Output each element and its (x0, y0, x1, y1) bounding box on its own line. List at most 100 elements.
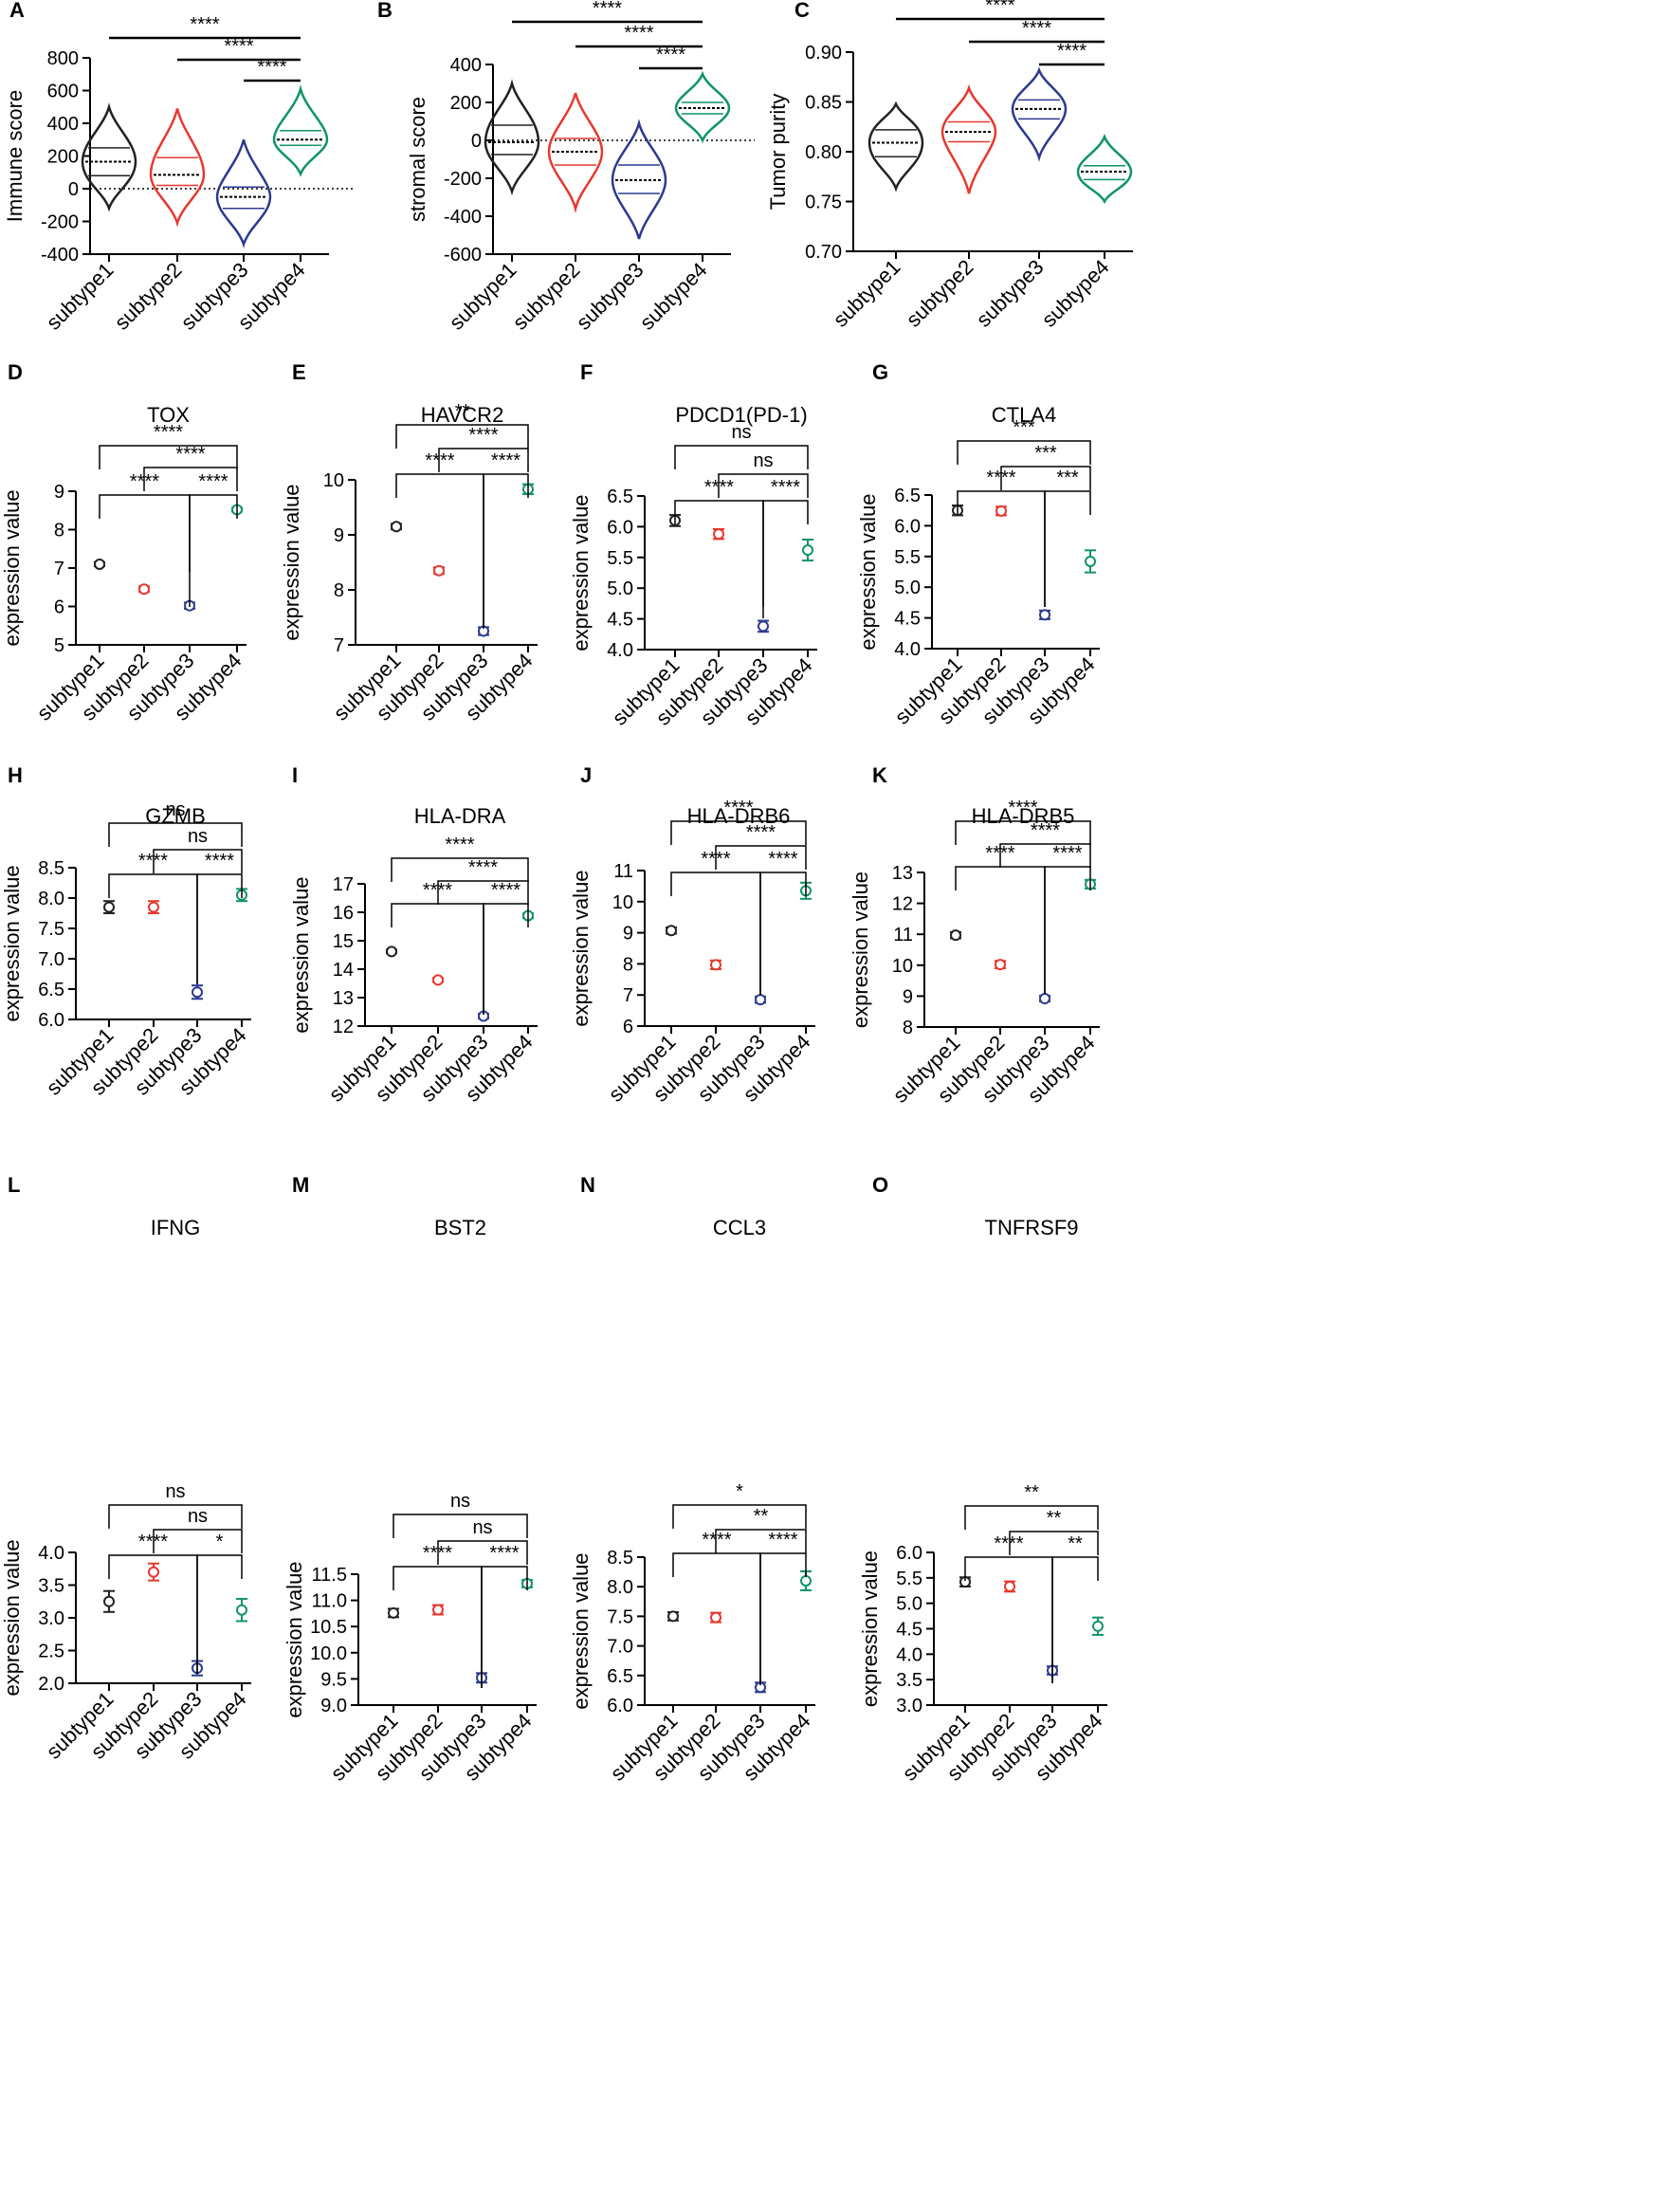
y-tick-label: 5.0 (607, 578, 633, 599)
chart-title: CCL3 (713, 1216, 766, 1239)
significance-label: **** (205, 851, 234, 872)
significance-bracket (189, 494, 238, 607)
y-tick-label: -400 (41, 245, 79, 266)
mean-point-subtype3 (755, 994, 766, 1006)
mean-point-subtype2 (713, 528, 724, 541)
significance-label: ** (1047, 1508, 1062, 1529)
y-tick-label: 17 (333, 874, 354, 895)
y-tick-label: 800 (47, 48, 79, 69)
violin-subtype3 (1011, 66, 1068, 162)
significance-label: ** (455, 401, 470, 422)
y-axis-label: expression value (569, 494, 593, 651)
y-tick-label: 6 (623, 1017, 633, 1037)
significance-label: **** (704, 477, 734, 498)
significance-bracket (759, 872, 807, 996)
y-tick-label: 0.80 (805, 142, 842, 163)
y-tick-label: 0 (68, 179, 79, 200)
y-axis-label: expression value (0, 865, 24, 1021)
y-tick-label: 5 (54, 635, 64, 656)
y-tick-label: -400 (444, 207, 482, 228)
y-tick-label: 8.5 (607, 1548, 633, 1569)
y-tick-label: 3.0 (896, 1696, 922, 1716)
y-tick-label: 11 (613, 861, 633, 882)
significance-bracket (1000, 466, 1091, 490)
y-tick-label: 0.85 (805, 93, 842, 114)
y-axis-label: expression value (0, 489, 24, 646)
y-tick-label: 0.75 (805, 193, 842, 213)
panel-o: O TNFRSF9 3.0 3.5 4.0 4.5 5.0 5.5 6.0 expression … (858, 1173, 1107, 1786)
y-tick-label: 9 (334, 525, 344, 546)
chart-title: GZMB (145, 804, 206, 828)
chart-title: IFNG (151, 1216, 201, 1239)
y-tick-label: 10 (612, 892, 633, 913)
chart-title: PDCD1(PD-1) (675, 403, 807, 427)
mean-point-subtype2 (995, 959, 1006, 971)
significance-label: **** (702, 1530, 731, 1551)
significance-label: ns (165, 1481, 185, 1502)
y-tick-label: 11 (893, 925, 913, 945)
panel-label: E (292, 360, 306, 384)
y-tick-label: 3.5 (38, 1576, 64, 1597)
significance-label: **** (986, 468, 1015, 488)
mean-point-subtype2 (148, 1566, 159, 1578)
y-tick-label: 6 (54, 597, 64, 618)
significance-label: **** (138, 1532, 168, 1552)
chart-title: CTLA4 (992, 403, 1056, 427)
significance-bracket (99, 445, 238, 469)
significance-bracket (393, 1566, 483, 1688)
significance-bracket (999, 843, 1091, 868)
mean-point-subtype2 (138, 583, 150, 596)
significance-bracket (964, 1505, 1099, 1530)
significance-label: ns (450, 1491, 470, 1512)
significance-label: **** (723, 798, 753, 818)
significance-bracket (196, 873, 243, 984)
significance-bracket (674, 445, 809, 469)
mean-point-subtype4 (236, 1604, 247, 1616)
y-axis-label: expression value (289, 876, 313, 1033)
significance-bracket (438, 448, 529, 472)
y-tick-label: 7 (623, 985, 633, 1006)
mean-point-subtype1 (103, 1595, 115, 1607)
significance-label: **** (154, 422, 183, 443)
significance-bracket (393, 1514, 528, 1538)
mean-point-subtype3 (758, 620, 769, 633)
violin-subtype2 (149, 108, 206, 228)
y-tick-label: 9 (903, 986, 913, 1007)
mean-point-subtype1 (388, 1606, 399, 1619)
y-axis-label: expression value (569, 870, 593, 1026)
panel-label: J (580, 763, 592, 787)
significance-bracket (437, 880, 529, 905)
y-tick-label: 8 (334, 580, 344, 601)
y-tick-label: 0.70 (805, 242, 842, 263)
panel-label: G (872, 360, 888, 384)
violin-subtype1 (81, 102, 137, 212)
significance-bracket (483, 473, 529, 629)
significance-bracket (955, 866, 1046, 994)
significance-bracket (391, 903, 484, 1015)
panel-label: I (292, 763, 298, 787)
significance-bracket (670, 872, 761, 996)
significance-bracket (672, 1504, 807, 1529)
significance-label: *** (1034, 443, 1057, 464)
mean-point-subtype2 (148, 901, 159, 913)
mean-point-subtype1 (103, 901, 115, 913)
violin-subtype1 (484, 79, 540, 196)
y-tick-label: 4.0 (894, 639, 921, 660)
y-tick-label: 7.5 (607, 1606, 633, 1627)
significance-bracket (957, 440, 1091, 465)
significance-label: **** (468, 425, 498, 446)
chart-title: TOX (147, 403, 190, 427)
significance-bracket (674, 500, 764, 618)
y-tick-label: -600 (444, 245, 482, 266)
y-tick-label: 12 (892, 894, 913, 915)
mean-point-subtype2 (710, 959, 721, 971)
panel-label: C (794, 0, 810, 22)
significance-label: ns (472, 1517, 492, 1538)
violin-subtype3 (215, 138, 272, 248)
y-tick-label: 5.5 (896, 1569, 922, 1589)
x-tick-label: subtype4 (635, 258, 712, 335)
x-tick-label: subtype4 (1037, 255, 1114, 332)
mean-point-subtype3 (192, 986, 203, 999)
